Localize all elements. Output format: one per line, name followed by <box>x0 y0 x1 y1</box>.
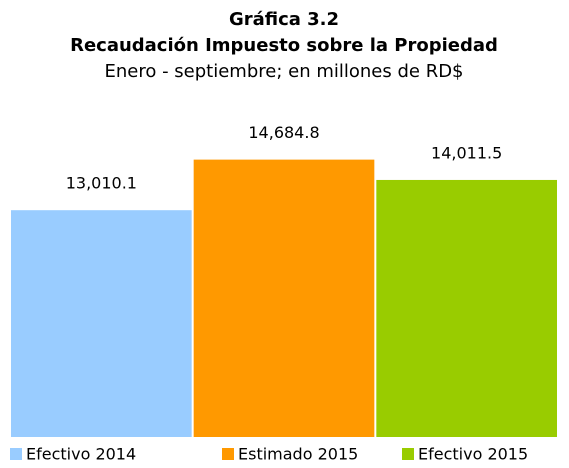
legend-label: Efectivo 2014 <box>26 445 136 464</box>
legend-label: Estimado 2015 <box>238 445 358 464</box>
legend-swatch <box>10 448 22 460</box>
chart-title: Gráfica 3.2 <box>229 9 339 30</box>
bar <box>11 210 192 437</box>
legend-label: Efectivo 2015 <box>418 445 528 464</box>
bar <box>376 179 557 437</box>
legend-swatch <box>402 448 414 460</box>
chart-note: Enero - septiembre; en millones de RD$ <box>104 61 463 82</box>
legend-swatch <box>222 448 234 460</box>
value-label: 14,011.5 <box>431 143 502 162</box>
chart-subtitle: Recaudación Impuesto sobre la Propiedad <box>70 35 498 56</box>
value-label: 14,684.8 <box>248 123 319 142</box>
bar <box>193 159 375 438</box>
value-label: 13,010.1 <box>66 174 137 193</box>
